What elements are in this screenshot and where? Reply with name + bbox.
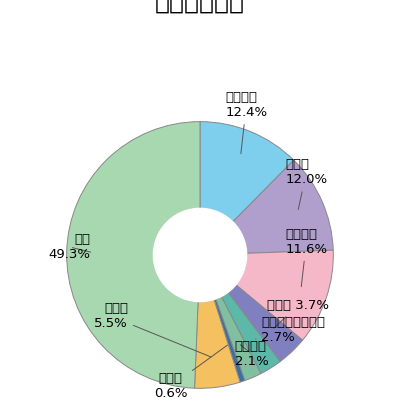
Text: ローソク
2.1%: ローソク 2.1% bbox=[235, 340, 268, 368]
Wedge shape bbox=[221, 292, 280, 374]
Title: 住宅火災の発生源別
死者数の割合: 住宅火災の発生源別 死者数の割合 bbox=[132, 0, 268, 13]
Wedge shape bbox=[236, 250, 333, 340]
Text: マッチ・ライター
2.7%: マッチ・ライター 2.7% bbox=[256, 316, 325, 344]
Text: 電気器具
12.4%: 電気器具 12.4% bbox=[225, 91, 268, 153]
Text: 不明
49.3%: 不明 49.3% bbox=[49, 233, 91, 261]
Wedge shape bbox=[216, 296, 261, 380]
Wedge shape bbox=[214, 299, 245, 382]
Circle shape bbox=[153, 208, 247, 302]
Wedge shape bbox=[233, 160, 333, 253]
Wedge shape bbox=[200, 122, 294, 222]
Text: ストーブ
11.6%: ストーブ 11.6% bbox=[285, 228, 328, 287]
Text: こんろ 3.7%: こんろ 3.7% bbox=[267, 299, 329, 329]
Wedge shape bbox=[194, 299, 240, 388]
Wedge shape bbox=[228, 285, 302, 362]
Wedge shape bbox=[67, 122, 200, 388]
Text: たばこ
12.0%: たばこ 12.0% bbox=[285, 158, 328, 209]
Text: その他
5.5%: その他 5.5% bbox=[94, 302, 211, 357]
Text: こたつ
0.6%: こたつ 0.6% bbox=[154, 345, 228, 400]
